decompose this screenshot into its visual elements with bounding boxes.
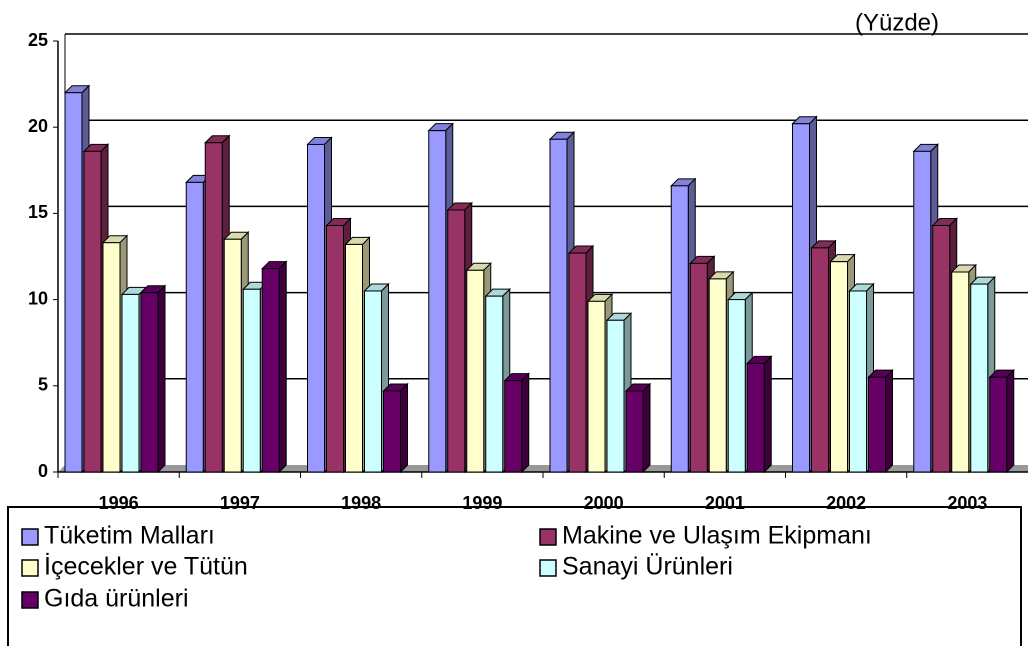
legend-label: Makine ve Ulaşım Ekipmanı <box>562 522 872 550</box>
bar <box>792 123 810 473</box>
legend-swatch <box>21 528 39 546</box>
bar <box>625 390 644 473</box>
bar <box>849 290 867 473</box>
bar <box>326 224 344 473</box>
bar <box>504 380 523 473</box>
y-tick-label: 15 <box>28 202 48 222</box>
bar-side <box>642 382 651 474</box>
bar <box>708 278 727 473</box>
x-tick-label: 1997 <box>220 493 260 513</box>
bar <box>970 283 989 473</box>
bar <box>606 319 625 473</box>
bar <box>689 262 708 473</box>
bar <box>364 290 382 473</box>
y-tick-label: 20 <box>28 116 48 136</box>
floor <box>58 465 1028 472</box>
bar <box>670 185 689 473</box>
bar <box>485 295 504 473</box>
bar <box>383 390 401 473</box>
legend-label: Tüketim Malları <box>44 522 215 550</box>
bar <box>102 242 121 473</box>
x-tick-label: 2003 <box>947 493 987 513</box>
y-tick-label: 5 <box>38 375 48 395</box>
bar <box>345 243 363 473</box>
bar <box>549 138 568 473</box>
bar-side <box>763 355 772 474</box>
y-tick-label: 10 <box>28 288 48 308</box>
bar <box>932 224 951 473</box>
bar <box>447 209 466 473</box>
legend-label: Sanayi Ürünleri <box>562 553 733 581</box>
bar <box>261 268 280 473</box>
bar <box>951 271 970 473</box>
bar-side <box>400 382 408 474</box>
bar <box>811 247 829 473</box>
bar <box>242 288 261 473</box>
bar <box>140 292 159 473</box>
legend-label: İçecekler ve Tütün <box>44 552 248 581</box>
legend-box <box>7 506 1022 646</box>
x-tick-label: 1999 <box>462 493 502 513</box>
annotation: (Yüzde) <box>855 9 939 36</box>
bar-side <box>1006 368 1015 474</box>
legend-swatch <box>21 559 39 577</box>
x-tick-label: 2002 <box>826 493 866 513</box>
bar <box>989 376 1008 473</box>
bar <box>727 299 746 473</box>
bar <box>223 238 242 473</box>
y-tick-label: 25 <box>28 30 48 50</box>
bar <box>568 252 587 473</box>
legend-swatch <box>539 528 557 546</box>
bar <box>830 261 848 473</box>
x-tick-label: 1996 <box>99 493 139 513</box>
x-tick-label: 2000 <box>584 493 624 513</box>
bar <box>185 181 204 473</box>
legend-swatch <box>539 559 557 577</box>
bar <box>121 293 140 473</box>
bar <box>64 92 83 473</box>
bar-side <box>278 260 287 474</box>
bar <box>746 362 765 473</box>
bar <box>466 269 485 473</box>
x-tick-label: 1998 <box>341 493 381 513</box>
legend-label: Gıda ürünleri <box>44 585 189 613</box>
bar <box>428 130 447 473</box>
bar <box>868 376 886 473</box>
x-tick-label: 2001 <box>705 493 745 513</box>
bar <box>307 143 325 473</box>
bar <box>83 150 102 473</box>
legend-swatch <box>21 591 39 609</box>
y-tick-label: 0 <box>38 461 48 481</box>
bar <box>913 150 932 473</box>
bar-side <box>885 368 893 474</box>
bar <box>587 300 606 473</box>
bar-side <box>521 372 530 474</box>
bar-side <box>157 284 166 474</box>
bar <box>204 142 223 473</box>
